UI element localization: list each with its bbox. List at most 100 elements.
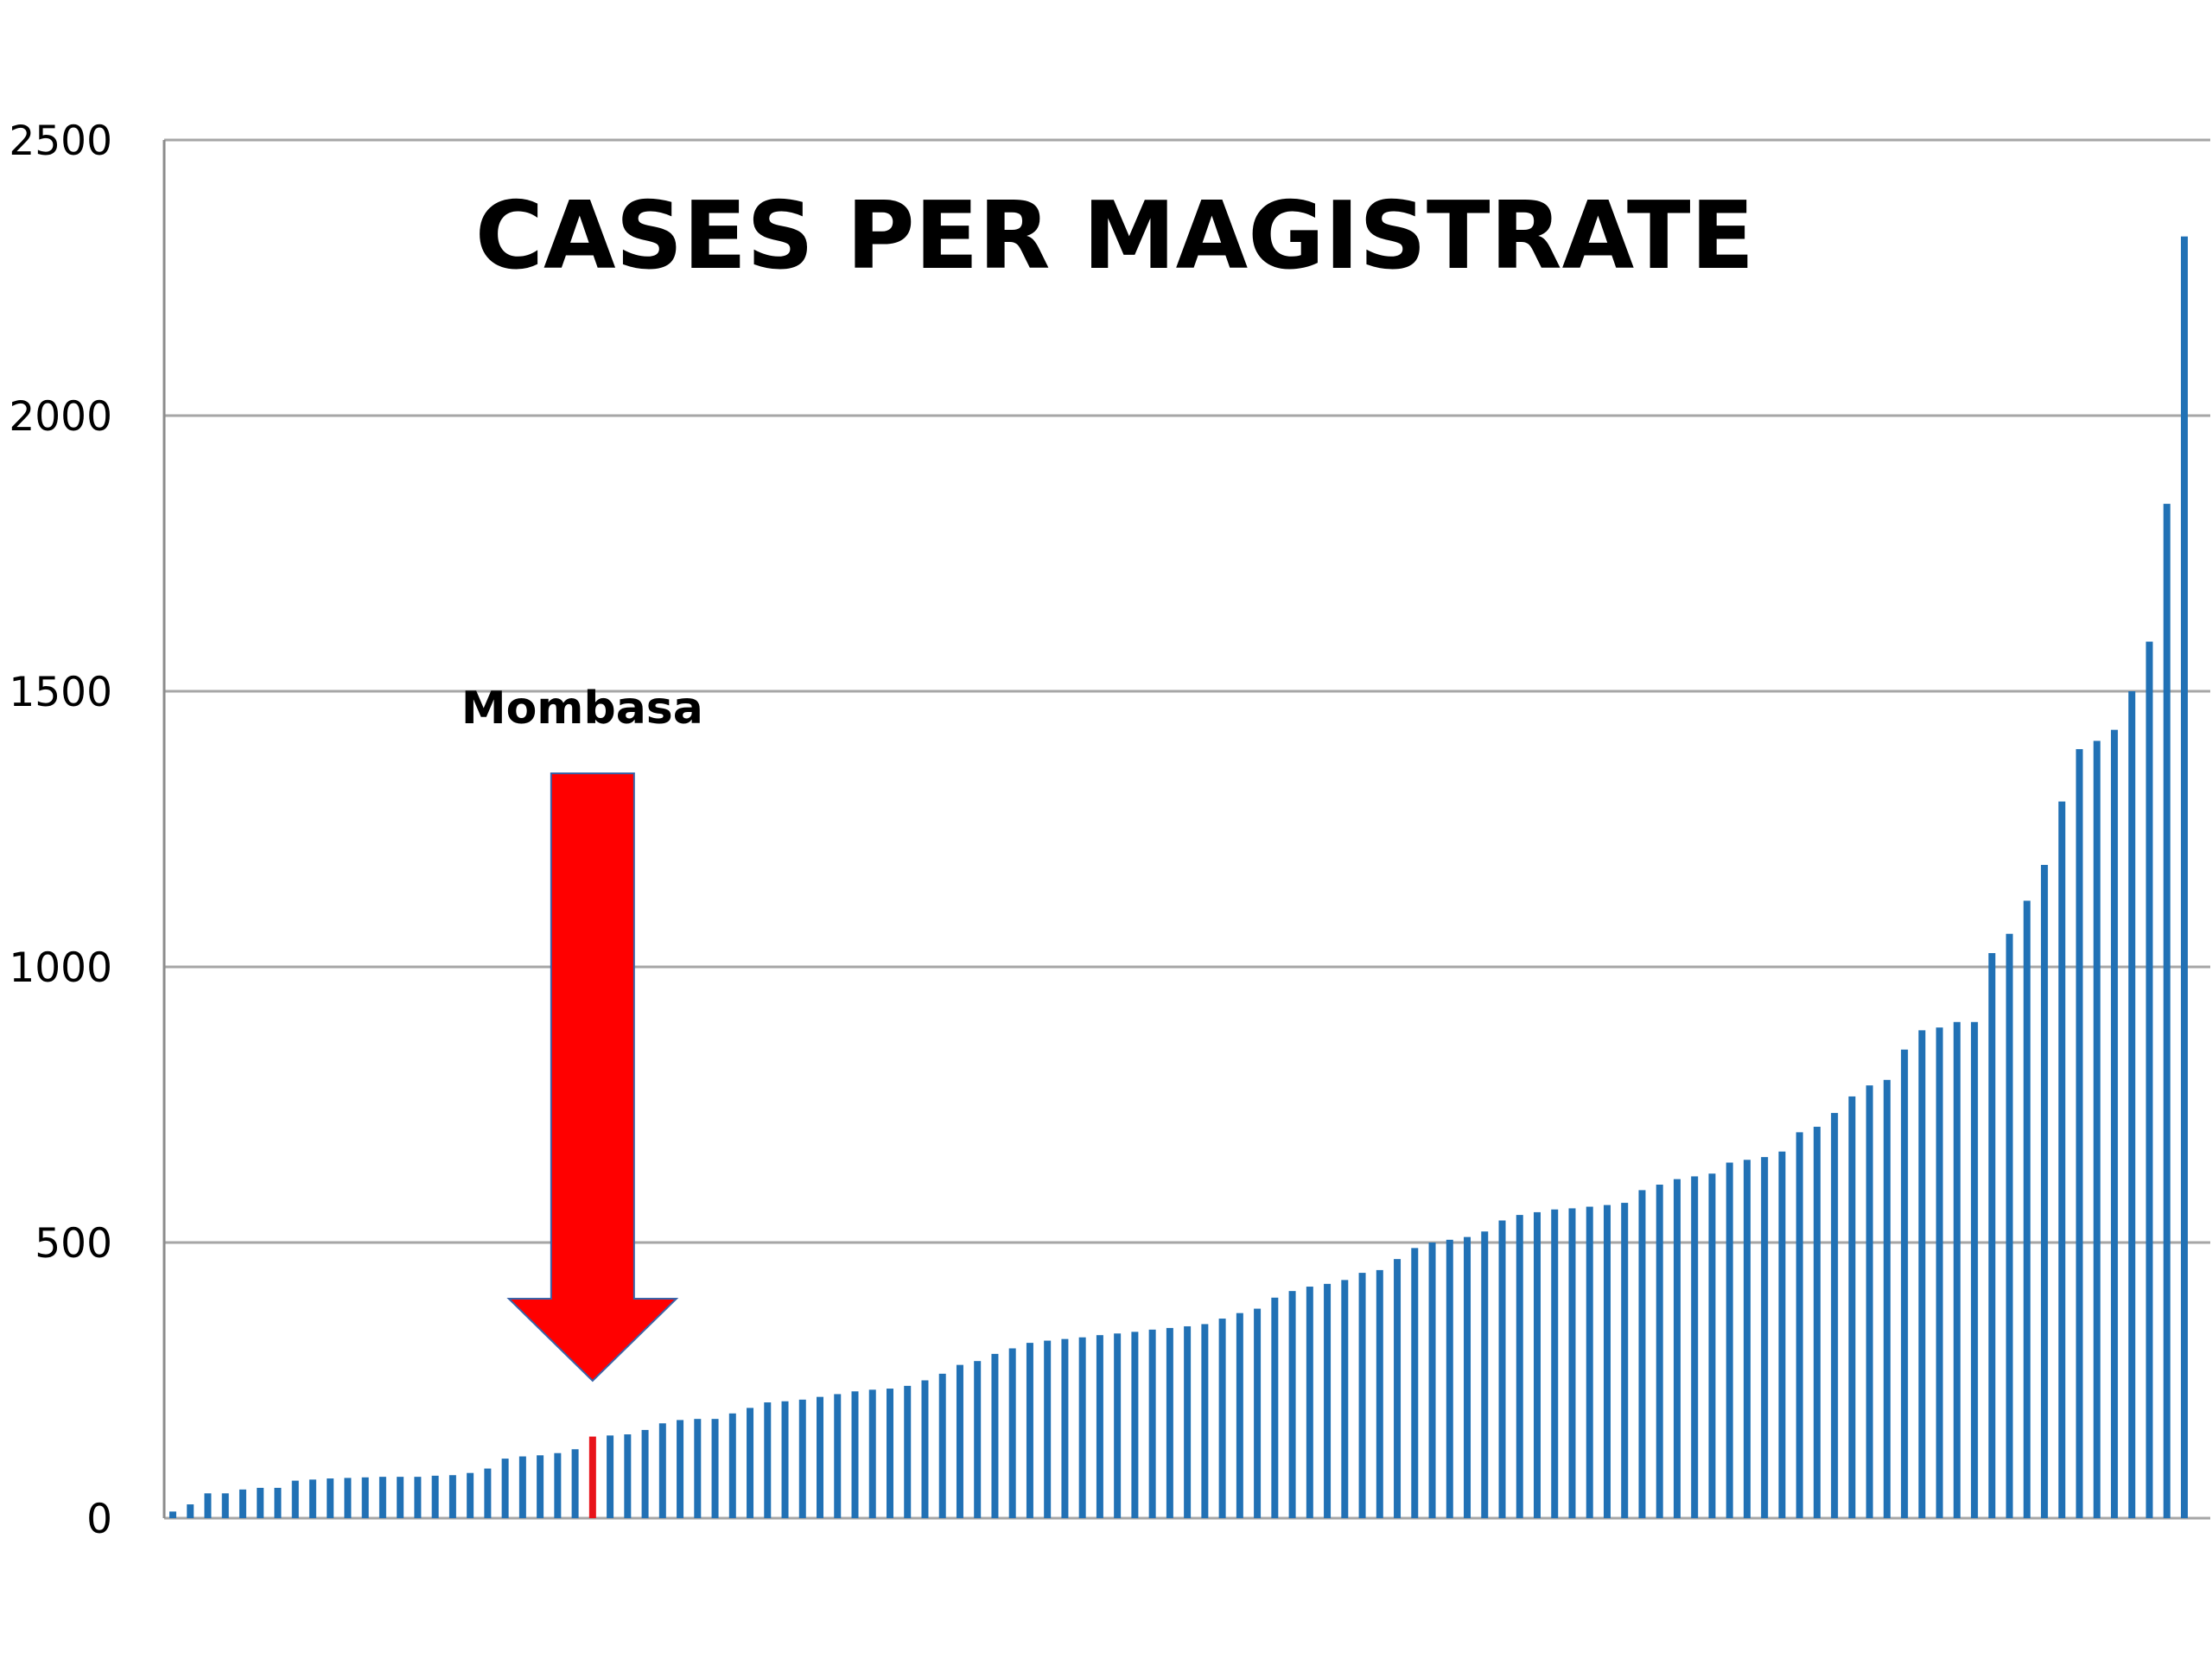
bar: [1603, 1205, 1611, 1518]
bar: [1691, 1176, 1699, 1518]
bar: [169, 1511, 176, 1518]
bar: [1708, 1173, 1716, 1518]
bar: [238, 1489, 246, 1518]
bar: [834, 1394, 842, 1518]
bar: [431, 1475, 439, 1518]
bar: [1288, 1291, 1296, 1518]
bar: [1428, 1243, 1436, 1518]
bar: [1673, 1179, 1681, 1518]
bar: [1848, 1096, 1856, 1518]
bar: [308, 1479, 316, 1518]
bar: [1411, 1248, 1419, 1518]
bar: [1008, 1348, 1016, 1518]
bar: [1061, 1338, 1069, 1518]
bar: [1026, 1343, 1033, 1518]
bar: [378, 1477, 386, 1518]
bar: [1831, 1113, 1839, 1518]
bar: [1218, 1319, 1226, 1518]
bar: [448, 1475, 456, 1518]
bar: [1621, 1203, 1629, 1518]
chart-title: CASES PER MAGISTRATE: [475, 182, 1755, 290]
bar: [974, 1361, 982, 1518]
bar: [2145, 641, 2153, 1518]
bar: [1464, 1236, 1471, 1518]
bar: [2023, 900, 2031, 1518]
bar: [2181, 236, 2188, 1518]
bar: [571, 1449, 579, 1518]
bar: [747, 1408, 754, 1518]
bar: [537, 1455, 544, 1518]
bar: [1796, 1132, 1803, 1518]
bar: [1778, 1151, 1786, 1518]
bar: [554, 1452, 562, 1518]
bar: [1201, 1324, 1209, 1518]
bar: [1971, 1021, 1979, 1518]
bar: [327, 1478, 334, 1518]
y-tick-label: 1500: [9, 669, 112, 716]
bar: [921, 1380, 929, 1518]
bar: [1953, 1021, 1961, 1518]
bar: [851, 1391, 859, 1518]
bar: [344, 1478, 352, 1518]
bar: [397, 1477, 404, 1518]
arrow-shape: [506, 772, 679, 1382]
bar: [1761, 1157, 1769, 1518]
y-tick-label: 2000: [9, 393, 112, 441]
bar: [658, 1423, 666, 1518]
y-tick-label: 500: [35, 1220, 112, 1268]
bar: [1446, 1239, 1453, 1518]
bar: [501, 1459, 509, 1518]
bar: [868, 1389, 876, 1518]
bar: [1936, 1027, 1943, 1518]
bar: [2075, 748, 2083, 1518]
bar-mombasa: [588, 1436, 596, 1518]
bars: [169, 236, 2188, 1518]
bar: [1568, 1208, 1576, 1518]
bar: [187, 1504, 194, 1518]
bar: [1481, 1231, 1489, 1518]
y-tick-label: 2500: [9, 118, 112, 165]
bar: [1813, 1127, 1821, 1518]
bar: [1254, 1308, 1262, 1518]
bar: [2005, 933, 2013, 1518]
bar: [221, 1493, 229, 1518]
bar: [2041, 864, 2049, 1518]
bar: [728, 1413, 736, 1518]
bar: [1184, 1325, 1192, 1518]
bar: [1044, 1340, 1052, 1518]
bar: [291, 1480, 299, 1518]
bar: [1498, 1220, 1506, 1518]
bar: [1131, 1332, 1139, 1518]
bar: [1078, 1337, 1086, 1518]
bar: [624, 1434, 632, 1518]
bar: [1358, 1273, 1366, 1518]
bar: [886, 1389, 893, 1518]
bar: [781, 1401, 789, 1518]
bar: [904, 1385, 912, 1518]
bar: [1656, 1185, 1663, 1518]
annotation-label-mombasa: Mombasa: [461, 683, 703, 734]
bar: [607, 1435, 614, 1518]
bar: [991, 1353, 999, 1518]
bar: [1394, 1259, 1402, 1518]
y-axis-ticks: 0 500 1000 1500 2000 2500: [9, 118, 112, 1543]
bar: [1551, 1209, 1559, 1518]
bar: [484, 1468, 492, 1518]
bar: [817, 1396, 824, 1518]
bar: [677, 1420, 684, 1518]
bar: [1148, 1329, 1156, 1518]
bar: [1866, 1085, 1873, 1518]
mombasa-arrow-icon: [506, 772, 679, 1382]
bar: [1324, 1283, 1332, 1518]
bar: [711, 1419, 719, 1518]
bar: [1743, 1160, 1751, 1518]
bar: [2163, 504, 2171, 1518]
bar: [1586, 1206, 1593, 1518]
bar: [641, 1429, 649, 1518]
y-tick-label: 0: [86, 1496, 112, 1543]
bar: [1114, 1333, 1122, 1518]
y-tick-label: 1000: [9, 944, 112, 992]
bar: [1533, 1211, 1541, 1518]
bar: [274, 1487, 282, 1518]
